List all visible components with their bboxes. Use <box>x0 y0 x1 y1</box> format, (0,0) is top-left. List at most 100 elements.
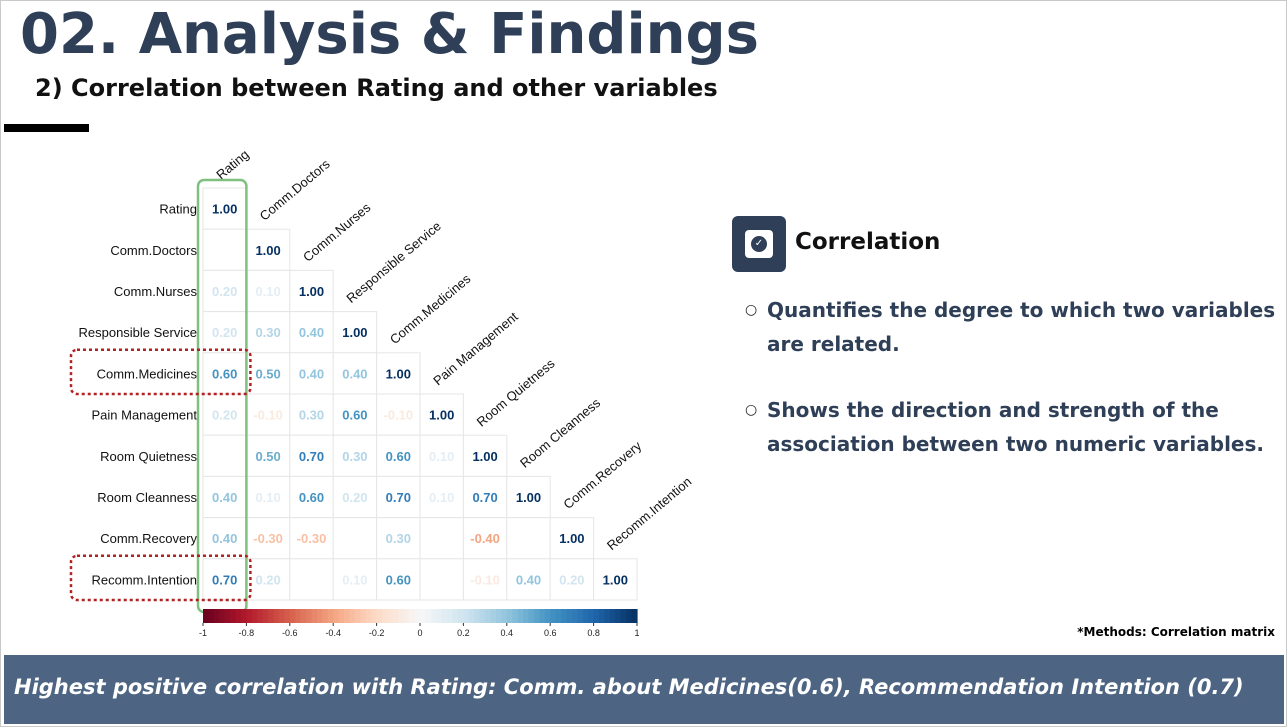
matrix-value-label: 0.20 <box>212 325 237 340</box>
colorbar-segment <box>284 609 291 623</box>
matrix-cell <box>245 434 291 477</box>
colorbar-tick-label: -0.4 <box>325 628 341 638</box>
bullet-item: ○ Shows the direction and strength of th… <box>745 393 1277 461</box>
matrix-cell <box>376 517 421 560</box>
matrix-value-label: -0.30 <box>253 531 283 546</box>
colorbar-segment <box>539 609 546 623</box>
matrix-cell <box>332 393 378 436</box>
colorbar-segment <box>360 609 367 623</box>
colorbar-segment <box>485 609 492 623</box>
colorbar-segment <box>268 609 275 623</box>
colorbar-segment <box>376 609 383 623</box>
matrix-cell <box>419 517 464 560</box>
colorbar-segment <box>599 609 606 623</box>
matrix-value-label: 0.50 <box>255 449 280 464</box>
matrix-cell <box>376 393 421 436</box>
matrix-value-label: 0.30 <box>342 449 367 464</box>
matrix-cell <box>332 558 378 601</box>
colorbar-segment <box>631 609 638 623</box>
colorbar-segment <box>495 609 502 623</box>
matrix-value-label: 0.60 <box>386 449 411 464</box>
matrix-cell <box>245 352 291 395</box>
matrix-value-label: 1.00 <box>429 408 454 423</box>
colorbar-segment <box>626 609 633 623</box>
matrix-cell <box>506 475 551 519</box>
column-label: Recomm.Intention <box>604 474 694 553</box>
column-label: Responsible Service <box>343 218 443 306</box>
row-label: Rating <box>159 202 197 217</box>
colorbar-segment <box>571 609 578 623</box>
matrix-value-label: 0.60 <box>342 408 367 423</box>
colorbar-tick-label: 0.2 <box>457 628 470 638</box>
colorbar-segment <box>327 609 334 623</box>
matrix-value-label: 0.40 <box>299 325 324 340</box>
colorbar-segment <box>463 609 470 623</box>
colorbar-segment <box>316 609 323 623</box>
method-note: *Methods: Correlation matrix <box>1077 625 1275 639</box>
colorbar-segment <box>230 609 237 623</box>
matrix-value-label: 0.10 <box>255 490 280 505</box>
colorbar-segment <box>344 609 351 623</box>
colorbar-segment <box>235 609 242 623</box>
colorbar-tick-label: 1 <box>634 628 639 638</box>
column-label: Room Quietness <box>474 355 558 429</box>
column-label: Rating <box>213 147 251 183</box>
colorbar-segment <box>338 609 345 623</box>
matrix-value-label: 1.00 <box>255 243 280 258</box>
colorbar-segment <box>490 609 497 623</box>
colorbar-segment <box>219 609 226 623</box>
colorbar-segment <box>506 609 513 623</box>
matrix-cell <box>593 558 638 601</box>
matrix-value-label: -0.40 <box>470 531 500 546</box>
row-label: Comm.Nurses <box>114 284 198 299</box>
matrix-value-label: 0.40 <box>516 572 541 587</box>
column-label: Comm.Nurses <box>300 199 374 264</box>
colorbar-segment <box>593 609 600 623</box>
matrix-cell <box>202 228 247 271</box>
colorbar-segment <box>306 609 313 623</box>
matrix-value-label: 0.20 <box>212 408 237 423</box>
bullet-marker: ○ <box>745 302 758 318</box>
matrix-cell <box>289 393 334 436</box>
colorbar-segment <box>452 609 459 623</box>
matrix-value-label: 0.10 <box>429 490 454 505</box>
matrix-cell <box>462 517 508 560</box>
colorbar-segment <box>615 609 622 623</box>
bullet-item: ○ Quantifies the degree to which two var… <box>745 293 1277 361</box>
matrix-cell <box>462 558 508 601</box>
colorbar-segment <box>240 609 247 623</box>
row-highlight <box>69 554 252 602</box>
footer-bar <box>4 655 1284 724</box>
matrix-value-label: 0.30 <box>255 325 280 340</box>
matrix-value-label: 1.00 <box>603 572 628 587</box>
colorbar-segment <box>371 609 378 623</box>
row-label: Recomm.Intention <box>92 572 198 587</box>
row-label: Room Cleanness <box>97 490 197 505</box>
colorbar-segment <box>566 609 573 623</box>
matrix-cell <box>549 517 595 560</box>
colorbar-segment <box>430 609 437 623</box>
colorbar-segment <box>561 609 568 623</box>
colorbar-segment <box>246 609 253 623</box>
colorbar-segment <box>382 609 389 623</box>
colorbar-segment <box>620 609 627 623</box>
matrix-value-label: 0.40 <box>212 490 237 505</box>
colorbar-segment <box>403 609 410 623</box>
colorbar-segment <box>414 609 421 623</box>
column-label: Comm.Doctors <box>257 156 333 224</box>
colorbar-segment <box>436 609 443 623</box>
matrix-value-label: 0.40 <box>342 366 367 381</box>
row-highlight <box>69 348 252 396</box>
matrix-value-label: -0.10 <box>383 408 413 423</box>
matrix-cell <box>506 558 551 601</box>
matrix-cell <box>289 352 334 395</box>
matrix-value-label: -0.10 <box>470 572 500 587</box>
column-label: Pain Management <box>430 309 521 389</box>
colorbar-segment <box>474 609 481 623</box>
matrix-value-label: 1.00 <box>386 366 411 381</box>
colorbar-segment <box>479 609 486 623</box>
matrix-cell <box>506 517 551 560</box>
colorbar-segment <box>278 609 285 623</box>
matrix-cell <box>202 475 247 519</box>
colorbar-segment <box>604 609 611 623</box>
